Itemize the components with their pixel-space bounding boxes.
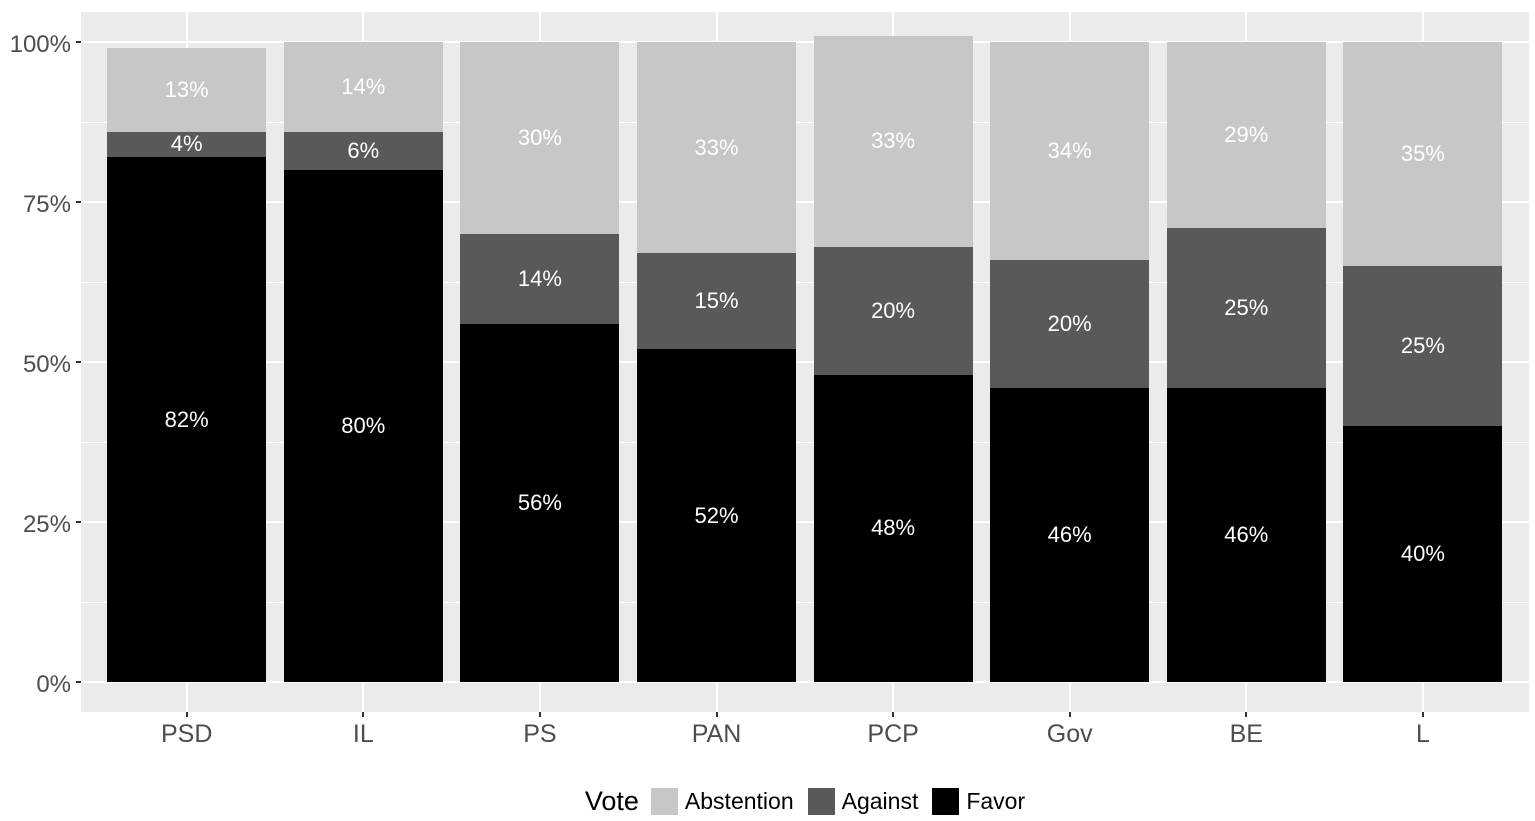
legend-item-abstention: Abstention [650,787,794,815]
bar-value-label: 29% [1224,121,1269,147]
bar-segment-ps-against: 14% [460,234,620,324]
legend-item-label: Abstention [684,787,794,814]
legend-title: Vote [584,785,639,816]
x-axis-tick-mark [538,712,541,717]
bar-value-label: 34% [1047,137,1092,163]
bar-value-label: 56% [517,489,562,515]
bar-value-label: 20% [1047,310,1092,336]
y-gridline-major [81,681,1529,683]
bar-segment-psd-against: 4% [107,131,267,158]
bar-segment-pcp-favor: 48% [813,374,973,682]
legend-key-swatch [807,787,835,815]
x-axis-tick-mark [362,712,365,717]
x-axis-tick-label-ps: PS [523,720,557,748]
bar-segment-psd-favor: 82% [107,157,267,682]
bar-segment-ps-favor: 56% [460,323,620,682]
legend-item-against: Against [807,787,919,815]
plot-panel: 82% 4% 13% 80% 6% 14% 56% 14% 30% 52% 15% 33% 48% 20%… [81,12,1529,712]
bar-value-label: 52% [694,502,739,528]
bar-value-label: 14% [517,265,562,291]
bar-value-label: 40% [1400,541,1445,566]
y-gridline-minor [81,601,1529,603]
bar-value-label: 20% [871,297,916,323]
x-axis-tick-label-gov: Gov [1046,720,1093,748]
y-axis-tick-label: 50% [22,351,71,378]
bar-segment-pan-favor: 52% [637,349,796,682]
x-axis-tick-label-il: IL [352,720,374,748]
y-gridline-major [81,201,1529,203]
bar-segment-pan-against: 15% [637,253,796,350]
bar-value-label: 13% [164,76,209,102]
x-axis-tick-label-l: L [1415,720,1430,748]
bar-value-label: 6% [347,137,380,163]
y-axis-tick-mark [76,201,81,203]
bar-segment-gov-favor: 46% [990,387,1150,682]
x-axis-tick-label-psd: PSD [160,720,213,748]
bar-segment-gov-abstention: 34% [990,42,1150,260]
bar-value-label: 15% [694,288,739,314]
x-axis-tick-mark [1245,712,1248,717]
y-axis-tick-mark [76,361,81,363]
y-axis-tick-mark [76,681,81,683]
bar-value-label: 33% [871,128,916,154]
x-axis-tick-mark [185,712,188,717]
bar-segment-gov-against: 20% [990,259,1150,388]
bar-segment-be-abstention: 29% [1166,42,1326,228]
bar-value-label: 33% [694,134,739,160]
x-axis-tick-label-be: BE [1229,720,1263,748]
y-gridline-minor [81,281,1529,283]
x-axis-tick-mark [715,712,718,717]
x-axis-tick-label-pcp: PCP [867,720,919,748]
bar-value-label: 35% [1400,141,1445,166]
x-axis-tick-label-pan: PAN [691,720,742,748]
legend-key-swatch [650,787,678,815]
legend: Vote Abstention Against Favor [81,786,1529,816]
bar-segment-be-against: 25% [1166,227,1326,388]
bar-value-label: 30% [517,125,562,150]
bar-value-label: 46% [1224,521,1269,547]
bar-value-label: 46% [1047,521,1092,547]
bar-value-label: 14% [341,73,386,99]
bar-segment-il-abstention: 14% [283,42,443,132]
bar-segment-il-against: 6% [283,131,443,170]
bar-segment-il-favor: 80% [283,170,443,682]
bar-segment-pan-abstention: 33% [637,42,796,254]
bar-segment-be-favor: 46% [1166,387,1326,682]
x-axis-tick-mark [1421,712,1424,717]
y-axis-tick-label: 25% [22,511,71,538]
y-gridline-minor [81,121,1529,123]
y-gridline-major [81,361,1529,363]
bar-segment-l-abstention: 35% [1343,42,1503,266]
legend-item-label: Against [841,787,919,814]
bar-value-label: 25% [1224,294,1269,320]
y-axis-tick-label: 0% [36,671,71,698]
y-axis-tick-mark [76,521,81,523]
y-gridline-major [81,41,1529,43]
y-gridline-minor [81,441,1529,443]
bar-segment-pcp-against: 20% [813,246,973,375]
x-axis-tick-mark [892,712,895,717]
legend-item-label: Favor [966,787,1026,814]
bar-value-label: 25% [1400,333,1445,358]
bar-value-label: 82% [164,406,209,432]
bar-segment-pcp-abstention: 33% [813,35,973,247]
bar-value-label: 80% [341,413,386,438]
bar-segment-ps-abstention: 30% [460,42,620,234]
bar-segment-psd-abstention: 13% [107,48,267,132]
y-axis-tick-label: 75% [22,191,71,218]
y-axis-tick-mark [76,41,81,43]
legend-key-swatch [932,787,960,815]
bar-segment-l-against: 25% [1343,266,1503,426]
bar-value-label: 4% [170,131,203,157]
y-gridline-major [81,521,1529,523]
y-axis-tick-label: 100% [9,31,71,58]
x-axis-tick-mark [1068,712,1071,717]
bar-segment-l-favor: 40% [1343,426,1503,682]
legend-item-favor: Favor [932,787,1026,815]
bar-value-label: 48% [871,515,916,541]
